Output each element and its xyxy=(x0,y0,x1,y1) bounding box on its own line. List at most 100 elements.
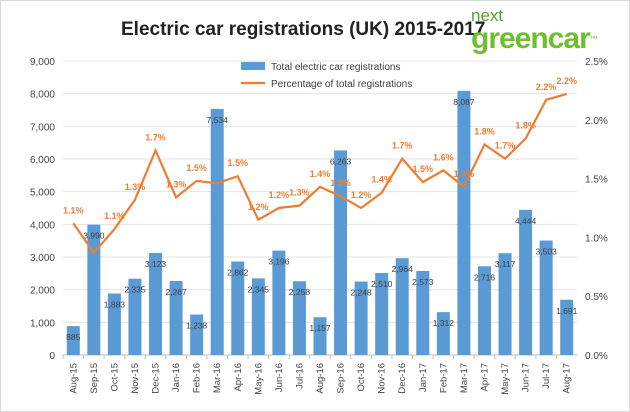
bar xyxy=(292,281,306,355)
y-left-tick-label: 0 xyxy=(49,351,55,362)
bar-data-label: 3,990 xyxy=(83,231,105,241)
y-right-tick-label: 0.0% xyxy=(585,351,608,362)
line-data-label: 1.8% xyxy=(474,126,495,136)
y-right-tick-label: 0.5% xyxy=(585,292,608,303)
line-data-label: 1.3% xyxy=(125,182,146,192)
x-tick-label: Jul-16 xyxy=(294,363,305,389)
bar-data-label: 3,196 xyxy=(268,257,290,267)
line-data-label: 1.4% xyxy=(454,169,475,179)
x-tick-label: Dec-16 xyxy=(397,363,408,394)
bar xyxy=(477,266,491,355)
bar-data-label: 3,503 xyxy=(536,247,558,257)
bar-data-label: 1,691 xyxy=(556,306,578,316)
y-right-tick-label: 2.0% xyxy=(585,116,608,127)
bar xyxy=(354,281,368,355)
line-data-label: 1.3% xyxy=(166,179,187,189)
bar-data-label: 1,883 xyxy=(104,299,126,309)
y-left-tick-label: 2,000 xyxy=(30,286,55,297)
bar-data-label: 3,123 xyxy=(145,259,167,269)
legend-swatch-bar xyxy=(241,62,265,70)
y-left-tick-label: 1,000 xyxy=(30,318,55,329)
bar xyxy=(313,317,327,355)
line-data-label: 1.4% xyxy=(371,175,392,185)
legend-label-line: Percentage of total registrations xyxy=(271,79,412,90)
x-tick-label: Mar-17 xyxy=(459,363,470,393)
bar-data-label: 8,087 xyxy=(453,97,475,107)
x-tick-label: May-17 xyxy=(500,363,511,395)
line-data-label: 1.8% xyxy=(515,121,536,131)
x-tick-label: May-16 xyxy=(253,363,264,395)
bar xyxy=(190,314,204,355)
x-tick-label: Aug-15 xyxy=(68,363,79,394)
nextgreencar-logo: next greencar™ xyxy=(471,7,598,54)
bar-data-label: 7,534 xyxy=(207,115,229,125)
bar xyxy=(87,224,101,355)
x-tick-label: Sep-15 xyxy=(89,363,100,394)
x-tick-label: Jan-17 xyxy=(418,363,429,392)
line-data-label: 1.7% xyxy=(495,141,516,151)
line-data-label: 1.1% xyxy=(104,211,125,221)
bar-data-label: 2,716 xyxy=(474,272,496,282)
bar-data-label: 2,258 xyxy=(289,287,311,297)
percentage-line xyxy=(72,92,568,255)
line-data-label: 2.2% xyxy=(536,82,557,92)
bar xyxy=(149,252,163,355)
y-left-tick-label: 5,000 xyxy=(30,188,55,199)
line-data-label: 1.2% xyxy=(248,202,269,212)
line-data-label: 2.2% xyxy=(556,76,577,86)
line-data-label: 1.7% xyxy=(145,132,166,142)
line-data-label: 1.2% xyxy=(351,190,372,200)
x-tick-label: Aug-17 xyxy=(562,363,573,394)
bar xyxy=(539,240,553,355)
line-data-label: 1.2% xyxy=(269,190,290,200)
legend-label-bar: Total electric car registrations xyxy=(271,62,401,73)
bar-data-label: 2,335 xyxy=(124,285,146,295)
bar xyxy=(231,261,245,355)
y-right-tick-label: 1.5% xyxy=(585,175,608,186)
line-data-label: 1.3% xyxy=(289,188,310,198)
line-data-label: 1.4% xyxy=(310,169,331,179)
bar-data-label: 2,345 xyxy=(248,284,270,294)
x-tick-label: Apr-16 xyxy=(233,363,244,392)
bar xyxy=(375,273,389,355)
bar xyxy=(498,253,512,355)
bar-data-label: 2,573 xyxy=(412,277,434,287)
chart-title: Electric car registrations (UK) 2015-201… xyxy=(121,19,486,40)
line-data-label: 1.5% xyxy=(228,158,249,168)
x-tick-label: Oct-16 xyxy=(356,363,367,392)
x-tick-label: Nov-15 xyxy=(130,363,141,394)
x-tick-label: Feb-17 xyxy=(438,363,449,393)
bar-data-label: 1,238 xyxy=(186,321,208,331)
x-tick-label: Jul-17 xyxy=(541,363,552,389)
line-data-label: 1.5% xyxy=(413,164,434,174)
y-left-tick-label: 7,000 xyxy=(30,122,55,133)
bar xyxy=(457,90,471,355)
bar-data-label: 885 xyxy=(66,332,80,342)
bar xyxy=(210,108,224,355)
bar xyxy=(560,299,574,355)
bar-data-label: 2,267 xyxy=(165,287,187,297)
x-tick-label: Feb-16 xyxy=(192,363,203,393)
bar xyxy=(251,278,265,355)
x-tick-label: Aug-16 xyxy=(315,363,326,394)
bar-data-label: 3,117 xyxy=(495,259,516,269)
y-right-tick-label: 1.0% xyxy=(585,233,608,244)
x-tick-label: Jun-17 xyxy=(521,363,532,392)
x-tick-label: Sep-16 xyxy=(336,363,347,394)
logo-tm: ™ xyxy=(589,34,598,44)
y-left-tick-label: 8,000 xyxy=(30,90,55,101)
bar xyxy=(66,326,80,355)
bar xyxy=(395,258,409,355)
bar-data-label: 2,964 xyxy=(392,264,414,274)
bar xyxy=(519,209,533,355)
line-data-label: 1.5% xyxy=(186,163,207,173)
line-data-label: 1.6% xyxy=(433,152,454,162)
x-tick-label: Oct-15 xyxy=(109,363,120,392)
logo-bottom: greencar xyxy=(471,22,591,55)
bar xyxy=(436,312,450,355)
bar xyxy=(128,278,142,355)
x-tick-label: Mar-16 xyxy=(212,363,223,393)
y-left-tick-label: 6,000 xyxy=(30,155,55,166)
